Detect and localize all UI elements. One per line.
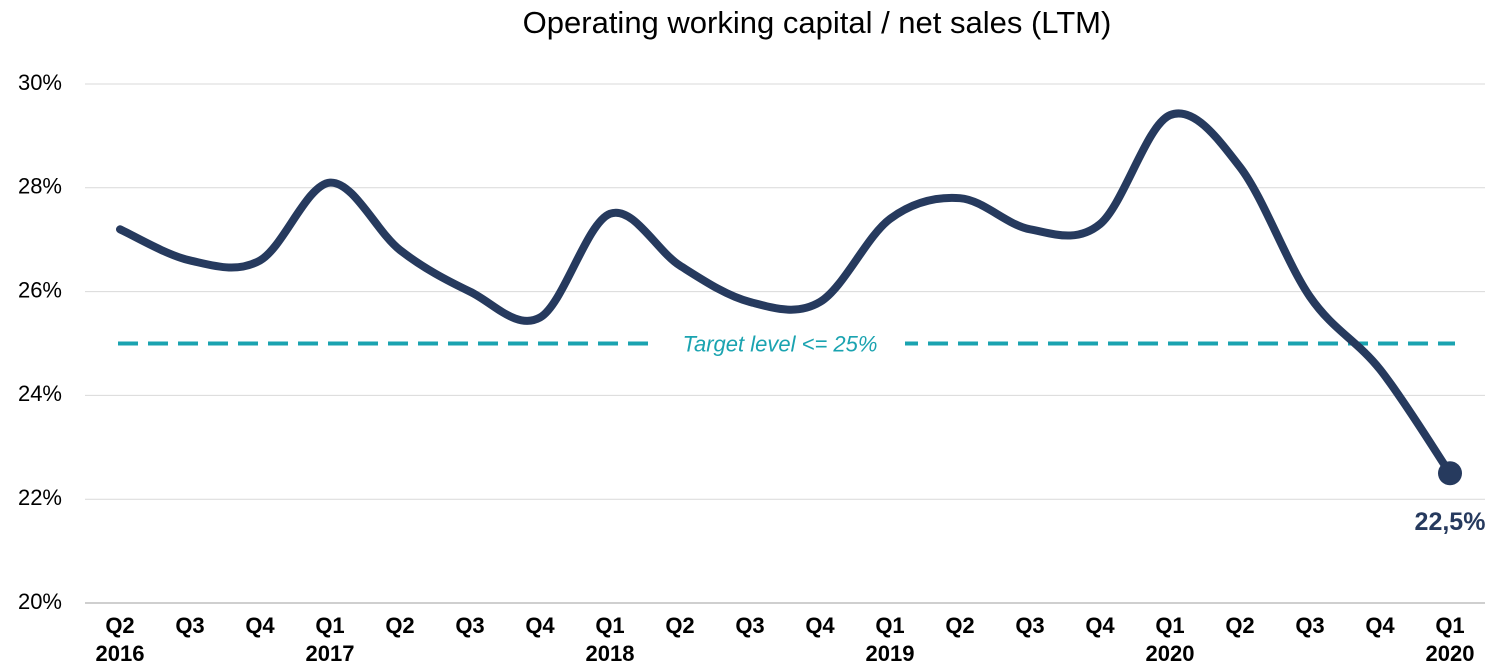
x-year-label: 2017: [306, 641, 355, 665]
target-label-bg: [655, 327, 905, 360]
x-tick-label: Q2: [385, 613, 414, 638]
chart-title: Operating working capital / net sales (L…: [523, 5, 1112, 40]
x-tick-label: Q1: [875, 613, 904, 638]
data-label: 22,5%: [1415, 508, 1486, 536]
x-year-label: 2016: [96, 641, 145, 665]
x-year-label: 2018: [586, 641, 635, 665]
x-tick-label: Q4: [805, 613, 835, 638]
x-tick-label: Q4: [1365, 613, 1395, 638]
x-tick-label: Q3: [1015, 613, 1044, 638]
y-tick-label: 20%: [18, 589, 62, 614]
line: [116, 109, 1454, 478]
x-tick-label: Q1: [1435, 613, 1464, 638]
y-tick-label: 22%: [18, 485, 62, 510]
x-year-label: 2020: [1146, 641, 1195, 665]
target-label: Target level <= 25%: [683, 331, 878, 356]
end-marker: [1438, 461, 1462, 486]
y-tick-label: 24%: [18, 381, 62, 406]
x-tick-label: Q3: [1295, 613, 1324, 638]
y-tick-label: 30%: [18, 70, 62, 95]
x-tick-label: Q2: [105, 613, 134, 638]
x-year-label: 2019: [866, 641, 915, 665]
x-tick-label: Q3: [455, 613, 484, 638]
x-tick-label: Q1: [595, 613, 624, 638]
y-tick-label: 28%: [18, 174, 62, 199]
x-tick-label: Q1: [1155, 613, 1184, 638]
x-tick-label: Q2: [1225, 613, 1254, 638]
x-tick-label: Q4: [525, 613, 555, 638]
x-year-label: 2020: [1426, 641, 1475, 665]
y-tick-label: 26%: [18, 277, 62, 302]
x-tick-label: Q2: [945, 613, 974, 638]
x-tick-label: Q3: [175, 613, 204, 638]
x-tick-label: Q3: [735, 613, 764, 638]
x-tick-label: Q2: [665, 613, 694, 638]
x-tick-label: Q4: [245, 613, 275, 638]
x-tick-label: Q1: [315, 613, 344, 638]
x-tick-label: Q4: [1085, 613, 1115, 638]
